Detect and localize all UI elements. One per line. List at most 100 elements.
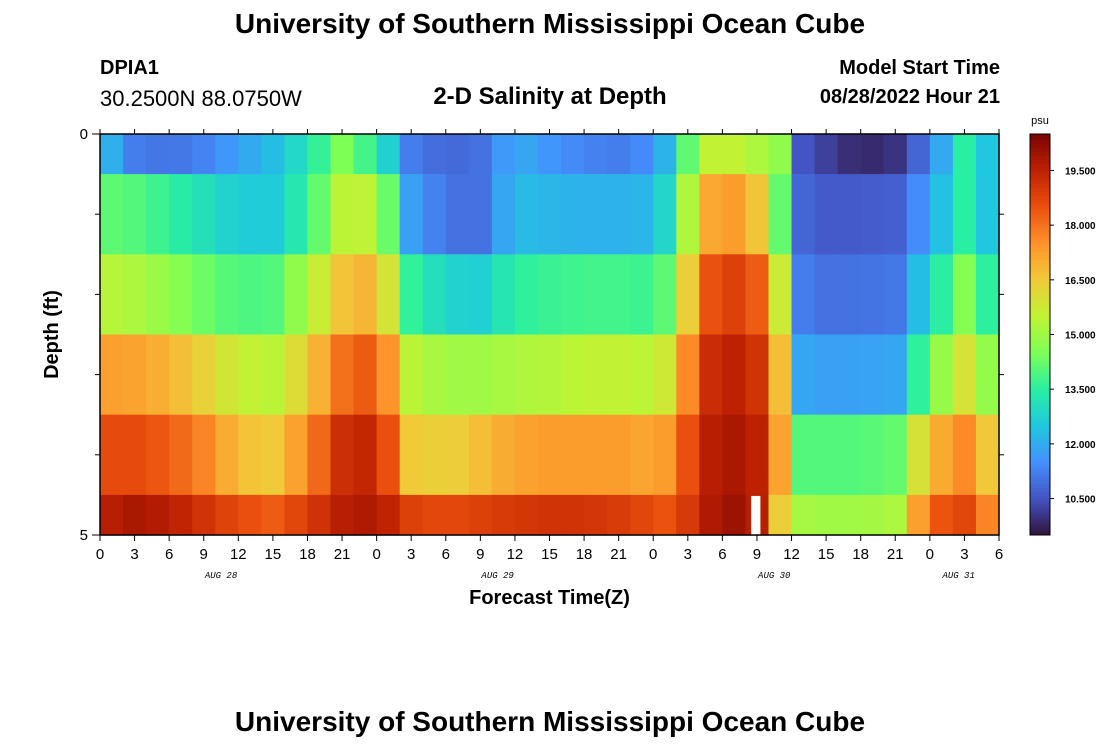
heatmap-cell (376, 414, 401, 496)
colorbar-tick-label: 12.000 (1065, 440, 1096, 451)
heatmap-cell (537, 414, 562, 496)
heatmap-cell (215, 134, 239, 175)
heatmap-cell (284, 254, 309, 336)
x-tick-label: 0 (372, 546, 380, 563)
x-tick-label: 6 (165, 546, 173, 563)
colorbar-tick-label: 19.500 (1065, 166, 1096, 177)
heatmap-cell (768, 494, 793, 536)
heatmap-cell (376, 254, 401, 336)
heatmap-cell (699, 414, 723, 496)
heatmap-cell (399, 254, 424, 336)
x-tick-label: 0 (926, 546, 934, 563)
heatmap-cell (929, 174, 954, 255)
heatmap-cell (860, 494, 885, 536)
heatmap-cell (491, 414, 516, 496)
heatmap-cell (906, 414, 931, 496)
heatmap-cell (561, 134, 585, 175)
station-id: DPIA1 (100, 57, 159, 79)
heatmap-cell (837, 494, 862, 536)
heatmap-cell (561, 494, 585, 536)
heatmap-cell (676, 334, 700, 416)
heatmap-cell (100, 334, 124, 416)
heatmap-cell (929, 494, 954, 536)
heatmap-cell (330, 174, 355, 255)
heatmap-cell (952, 134, 977, 175)
heatmap-cell (100, 494, 124, 536)
heatmap-cell (514, 494, 539, 536)
heatmap-cell (883, 334, 908, 416)
heatmap-cell (238, 414, 262, 496)
heatmap-cell (169, 174, 193, 255)
x-tick-label: 9 (200, 546, 208, 563)
heatmap-cell (561, 414, 585, 496)
heatmap-cell (537, 134, 562, 175)
heatmap-cell (768, 414, 793, 496)
heatmap-cell (791, 174, 816, 255)
x-tick-label: 21 (610, 546, 627, 563)
heatmap-cell (468, 414, 493, 496)
heatmap-cell (722, 334, 747, 416)
heatmap-cell (561, 174, 585, 255)
heatmap-cell (215, 414, 239, 496)
heatmap-cell (952, 174, 977, 255)
x-tick-label: 3 (960, 546, 968, 563)
heatmap-cell (491, 494, 516, 536)
heatmap-cell (468, 254, 493, 336)
heatmap-cell (445, 414, 470, 496)
x-tick-label: 0 (649, 546, 657, 563)
heatmap-cell (146, 134, 170, 175)
heatmap-cell (653, 254, 677, 336)
x-tick-label: 9 (476, 546, 484, 563)
heatmap-cell (422, 254, 447, 336)
heatmap-cell (814, 494, 839, 536)
missing-data-gap (751, 495, 761, 535)
heatmap-cell (537, 174, 562, 255)
heatmap-cell (123, 334, 147, 416)
heatmap-cell (676, 174, 700, 255)
heatmap-cell (307, 334, 332, 416)
heatmap-cell (630, 174, 654, 255)
heatmap-cell (238, 174, 262, 255)
x-tick-label: 18 (576, 546, 593, 563)
heatmap-cell (376, 334, 401, 416)
heatmap-cell (722, 494, 747, 536)
heatmap-cell (584, 254, 608, 336)
heatmap-cell (860, 174, 885, 255)
heatmap-cell (422, 334, 447, 416)
heatmap-cell (353, 134, 378, 175)
heatmap-cell (722, 134, 747, 175)
heatmap-cell (468, 494, 493, 536)
heatmap-cell (353, 254, 378, 336)
heatmap-cell (123, 494, 147, 536)
heatmap-cell (169, 414, 193, 496)
heatmap-cell (768, 254, 793, 336)
x-tick-label: 21 (887, 546, 904, 563)
axes: 0 3 6 9 12 15 18 21 0 3 6 9 12 15 18 21 0 3 6 9 12 15 18 21 0 3 6 A… (80, 126, 1004, 581)
heatmap-cell (699, 174, 723, 255)
heatmap-cell (514, 414, 539, 496)
heatmap-cell (630, 494, 654, 536)
heatmap-cell (537, 254, 562, 336)
heatmap-cell (330, 254, 355, 336)
heatmap-cell (699, 254, 723, 336)
heatmap-cell (514, 174, 539, 255)
day-label: AUG 28 (204, 571, 238, 581)
heatmap-cell (607, 414, 631, 496)
heatmap-cell (906, 334, 931, 416)
x-tick-label: 12 (783, 546, 800, 563)
heatmap-cell (676, 254, 700, 336)
heatmap-cell (491, 134, 516, 175)
heatmap-cell (169, 254, 193, 336)
heatmap-cell (607, 334, 631, 416)
heatmap-cell (146, 414, 170, 496)
heatmap-cell (883, 174, 908, 255)
model-start-value: 08/28/2022 Hour 21 (819, 86, 1000, 108)
day-label: AUG 31 (941, 571, 974, 581)
heatmap-cell (814, 254, 839, 336)
heatmap-cell (975, 174, 1000, 255)
heatmap-cell (491, 254, 516, 336)
heatmap-cell (630, 334, 654, 416)
colorbar-tick-label: 10.500 (1065, 495, 1096, 506)
heatmap-cell (353, 414, 378, 496)
